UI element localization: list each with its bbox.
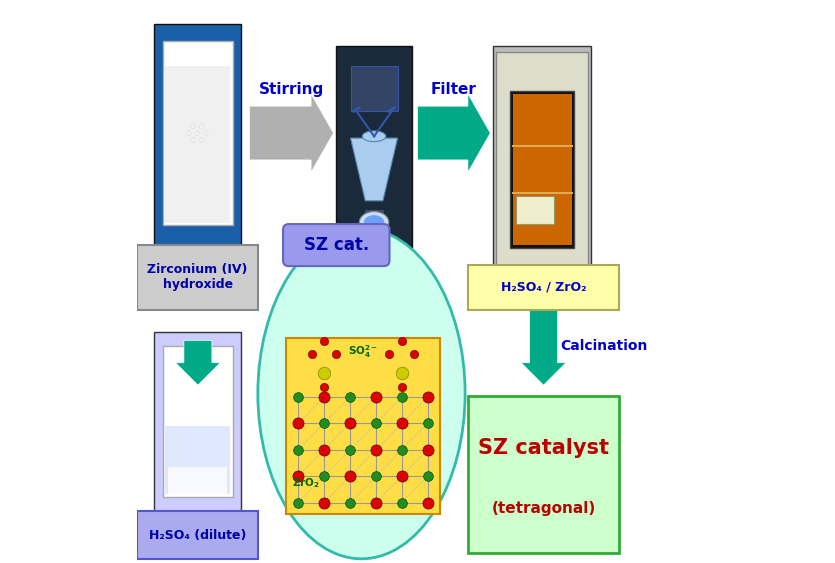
Polygon shape [175, 251, 220, 304]
Ellipse shape [258, 228, 465, 559]
FancyBboxPatch shape [468, 265, 620, 310]
Text: H₂SO₄ (dilute): H₂SO₄ (dilute) [149, 529, 246, 542]
Text: $\mathbf{SO_4^{2-}}$: $\mathbf{SO_4^{2-}}$ [348, 343, 378, 360]
Ellipse shape [364, 215, 384, 230]
FancyBboxPatch shape [468, 396, 620, 553]
FancyBboxPatch shape [163, 346, 233, 497]
Ellipse shape [359, 212, 389, 233]
Text: SZ catalyst: SZ catalyst [478, 437, 609, 458]
FancyBboxPatch shape [283, 224, 389, 266]
Text: Zirconium (IV)
hydroxide: Zirconium (IV) hydroxide [148, 263, 248, 291]
Polygon shape [250, 94, 333, 172]
FancyBboxPatch shape [496, 52, 589, 265]
FancyBboxPatch shape [163, 41, 233, 225]
FancyBboxPatch shape [493, 46, 591, 270]
FancyBboxPatch shape [138, 245, 258, 310]
Polygon shape [521, 307, 566, 385]
FancyBboxPatch shape [154, 24, 241, 248]
Text: Stirring: Stirring [259, 82, 324, 97]
Text: Filter: Filter [431, 82, 477, 97]
Polygon shape [351, 138, 397, 201]
FancyBboxPatch shape [165, 65, 230, 223]
FancyBboxPatch shape [168, 467, 227, 494]
FancyBboxPatch shape [337, 46, 412, 259]
Text: (tetragonal): (tetragonal) [492, 501, 595, 516]
Polygon shape [418, 94, 490, 172]
Text: SZ cat.: SZ cat. [304, 236, 369, 254]
Text: $\mathbf{ZrO_2}$: $\mathbf{ZrO_2}$ [292, 476, 320, 490]
FancyBboxPatch shape [510, 91, 574, 248]
FancyBboxPatch shape [515, 196, 554, 225]
FancyBboxPatch shape [351, 66, 397, 111]
Text: ◌ ◌
◌ ◌ ◌
◌ ◌: ◌ ◌ ◌ ◌ ◌ ◌ ◌ [186, 123, 209, 143]
Text: H₂SO₄ / ZrO₂: H₂SO₄ / ZrO₂ [501, 280, 586, 293]
FancyBboxPatch shape [138, 511, 258, 559]
FancyBboxPatch shape [286, 338, 440, 514]
FancyBboxPatch shape [513, 94, 572, 245]
FancyBboxPatch shape [165, 426, 230, 494]
FancyBboxPatch shape [154, 332, 241, 511]
Ellipse shape [362, 131, 386, 142]
Polygon shape [175, 340, 220, 385]
Text: Calcination: Calcination [560, 339, 648, 353]
Polygon shape [365, 210, 383, 236]
